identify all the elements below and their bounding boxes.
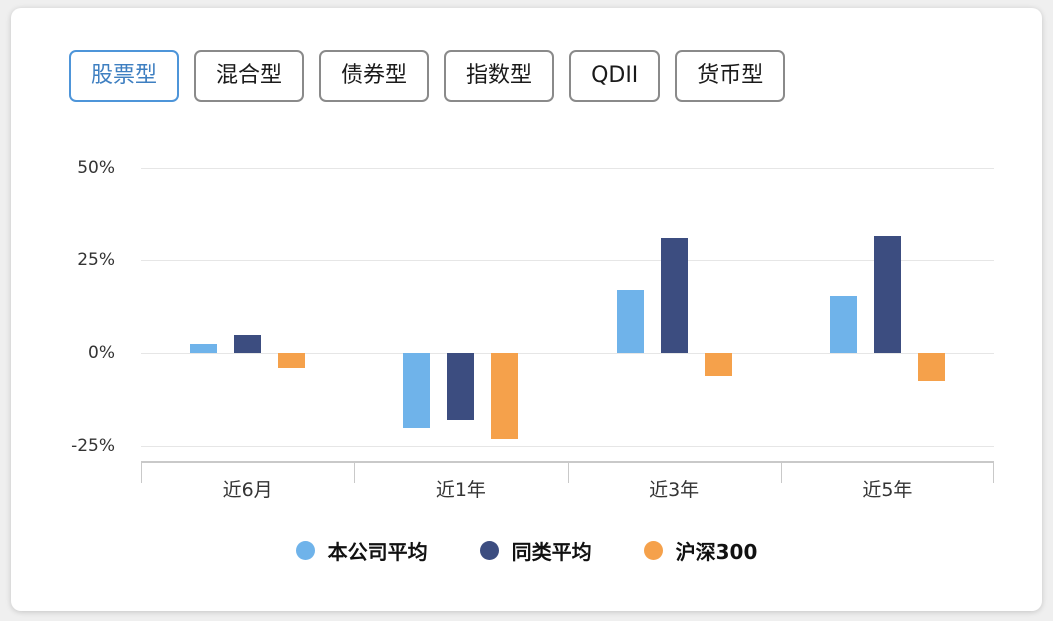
gridline--25 [141, 446, 994, 448]
gridline-50 [141, 167, 994, 169]
x-axis-tick [567, 463, 569, 483]
bar-chart: 50% 25% 0% -25% 近6月 近1年 近3年 近5年 [11, 141, 1042, 513]
x-tick-label-近5年: 近5年 [862, 479, 913, 501]
legend-label: 本公司平均 [327, 540, 428, 564]
legend-item-沪深300[interactable]: 沪深300 [643, 536, 758, 565]
x-tick-label-近6月: 近6月 [222, 479, 273, 501]
bar-同类平均-近1年 [447, 353, 475, 421]
legend-item-本公司平均[interactable]: 本公司平均 [295, 536, 428, 565]
y-tick-label-25: 25% [77, 250, 115, 271]
bar-本公司平均-近5年 [829, 295, 857, 354]
bar-本公司平均-近3年 [616, 290, 644, 354]
tab-混合型[interactable]: 混合型 [194, 50, 305, 102]
x-tick-label-近1年: 近1年 [435, 479, 486, 501]
bar-group-近6月 [141, 149, 354, 461]
bar-本公司平均-近1年 [403, 353, 431, 428]
legend-label: 同类平均 [511, 540, 592, 564]
bar-沪深300-近3年 [704, 353, 732, 376]
bar-同类平均-近3年 [660, 238, 688, 354]
legend-item-同类平均[interactable]: 同类平均 [479, 536, 592, 565]
tab-指数型[interactable]: 指数型 [444, 50, 555, 102]
bar-同类平均-近5年 [873, 236, 901, 354]
bar-group-近3年 [568, 149, 781, 461]
x-axis-labels: 近6月 近1年 近3年 近5年 [141, 463, 994, 503]
fund-performance-panel: 股票型 混合型 债券型 指数型 QDII 货币型 50% 25% 0% -25% 近6月 近1年近… [11, 8, 1042, 611]
y-tick-label-0: 0% [88, 343, 115, 364]
gridline-0 [141, 353, 994, 355]
legend-label: 沪深300 [675, 540, 758, 564]
tab-债券型[interactable]: 债券型 [319, 50, 430, 102]
y-tick-label--25: -25% [71, 436, 115, 457]
y-tick-label-50: 50% [77, 157, 115, 178]
x-axis-tick [780, 463, 782, 483]
bar-沪深300-近1年 [491, 353, 519, 439]
legend-marker-circle [479, 541, 499, 560]
tab-QDII[interactable]: QDII [569, 50, 661, 102]
bar-同类平均-近6月 [234, 334, 262, 354]
x-tick-label-近3年: 近3年 [649, 479, 700, 501]
x-axis-tick [141, 463, 142, 483]
bar-group-近5年 [781, 149, 994, 461]
y-axis-labels: 50% 25% 0% -25% [11, 149, 125, 461]
tab-货币型[interactable]: 货币型 [675, 50, 786, 102]
x-axis-tick [993, 463, 994, 483]
tab-bar: 股票型 混合型 债券型 指数型 QDII 货币型 [69, 50, 786, 102]
bar-沪深300-近5年 [917, 353, 945, 382]
bar-沪深300-近6月 [278, 353, 306, 369]
gridline-25 [141, 260, 994, 262]
x-axis-tick [354, 463, 356, 483]
plot-area [141, 149, 994, 463]
legend-marker-circle [643, 541, 663, 560]
legend-marker-circle [295, 541, 315, 560]
bar-本公司平均-近6月 [190, 344, 218, 354]
tab-股票型[interactable]: 股票型 [69, 50, 180, 102]
legend: 本公司平均 同类平均 沪深300 [11, 536, 1042, 565]
bar-group-近1年 [354, 149, 567, 461]
